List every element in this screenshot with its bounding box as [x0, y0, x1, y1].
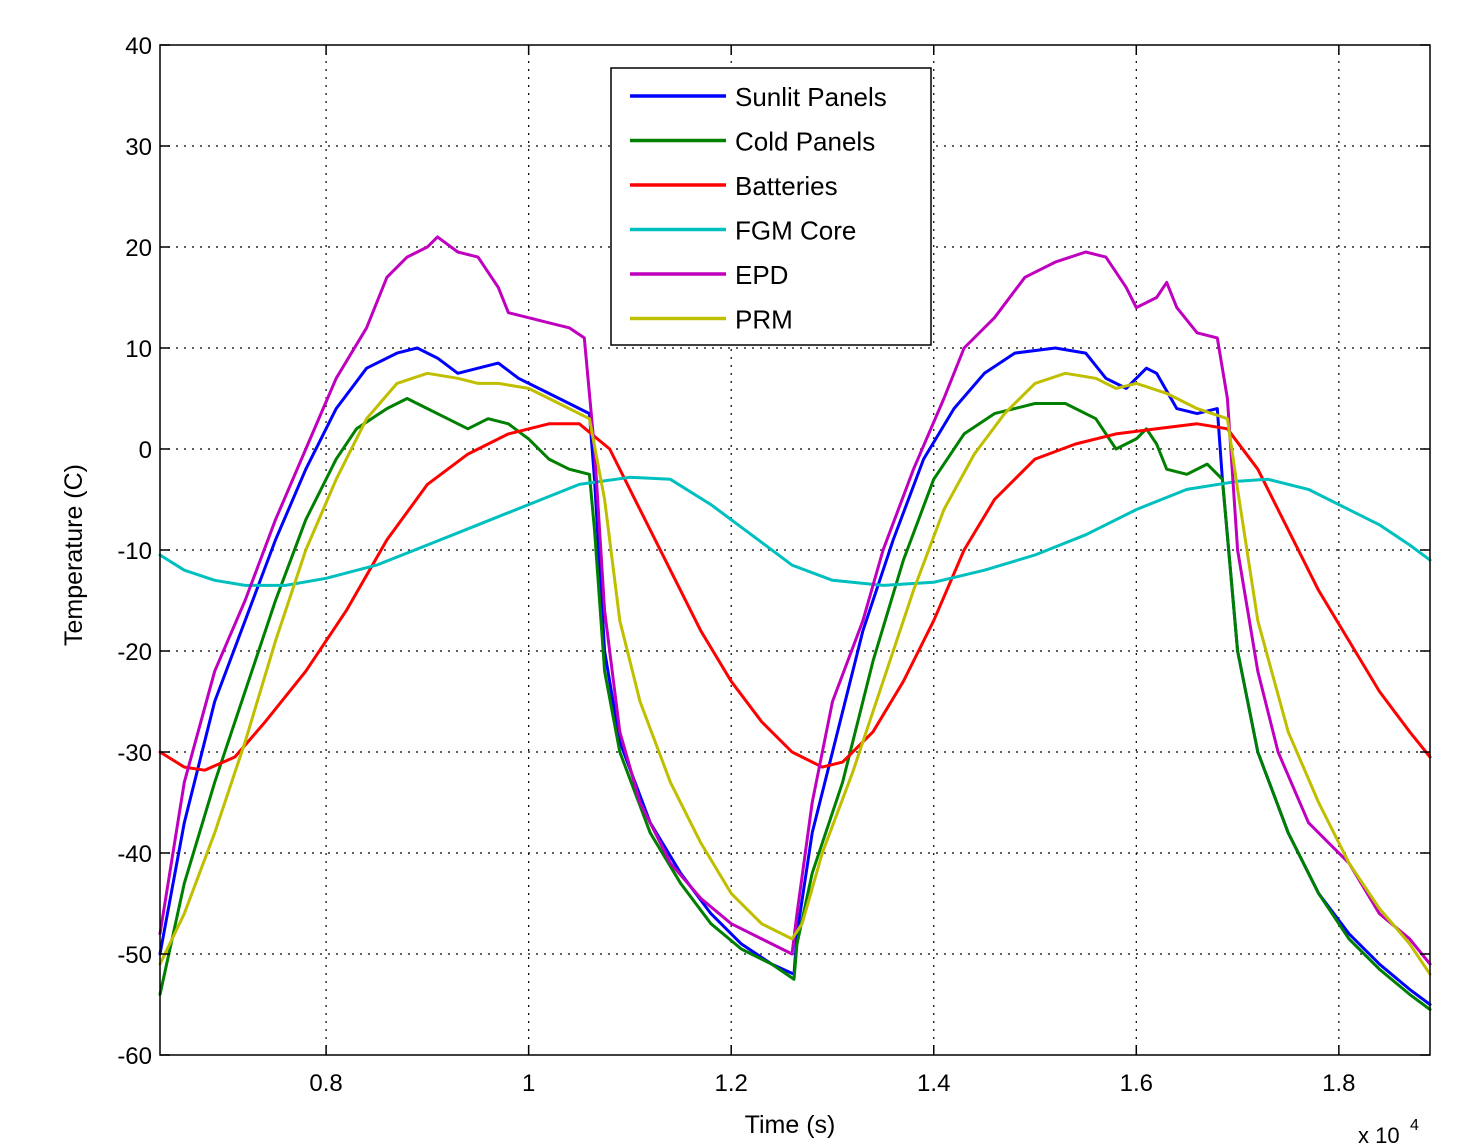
x-tick-label: 1	[522, 1070, 535, 1097]
legend-label-sunlit-panels: Sunlit Panels	[735, 82, 887, 112]
x-tick-label: 0.8	[309, 1070, 342, 1097]
y-tick-label: 0	[139, 437, 152, 464]
y-tick-label: -20	[117, 639, 152, 666]
legend-label-cold-panels: Cold Panels	[735, 127, 875, 157]
y-tick-labels: -60 -50 -40 -30 -20 -10 0 10 20 30 40	[117, 33, 152, 1070]
y-tick-label: -50	[117, 942, 152, 969]
x-tick-label: 1.8	[1322, 1070, 1355, 1097]
series-lines	[158, 235, 1432, 1011]
x-tick-label: 1.2	[715, 1070, 748, 1097]
y-tick-label: -30	[117, 740, 152, 767]
y-axis-label: Temperature (C)	[60, 464, 88, 646]
series-line-batteries	[158, 422, 1432, 772]
x-tick-label: 1.6	[1120, 1070, 1153, 1097]
legend: Sunlit Panels Cold Panels Batteries FGM Cor…	[610, 67, 932, 346]
y-tick-label: 40	[125, 33, 152, 60]
y-tick-label: 30	[125, 134, 152, 161]
y-tick-label: 20	[125, 235, 152, 262]
y-tick-label: 10	[125, 336, 152, 363]
series-line-epd	[158, 235, 1432, 966]
x-tick-labels: 0.8 1 1.2 1.4 1.6 1.8	[309, 1070, 1355, 1097]
x-axis-label: Time (s)	[745, 1111, 836, 1139]
legend-items: Sunlit Panels Cold Panels Batteries FGM Cor…	[630, 82, 887, 335]
y-tick-label: -60	[117, 1043, 152, 1070]
legend-box	[610, 67, 932, 346]
axis-ticks	[160, 44, 1430, 1056]
series-line-prm	[158, 371, 1432, 976]
legend-label-fgm-core: FGM Core	[735, 216, 856, 246]
series-line-fgm-core	[158, 475, 1432, 587]
y-tick-label: -40	[117, 841, 152, 868]
legend-label-epd: EPD	[735, 260, 788, 290]
x-tick-label: 1.4	[917, 1070, 950, 1097]
legend-label-batteries: Batteries	[735, 171, 838, 201]
x-axis-multiplier-exponent: 4	[1410, 1117, 1419, 1134]
legend-label-prm: PRM	[735, 305, 793, 335]
series-line-cold-panels	[158, 397, 1432, 1011]
y-tick-label: -10	[117, 538, 152, 565]
x-axis-multiplier: x 10	[1358, 1123, 1400, 1147]
